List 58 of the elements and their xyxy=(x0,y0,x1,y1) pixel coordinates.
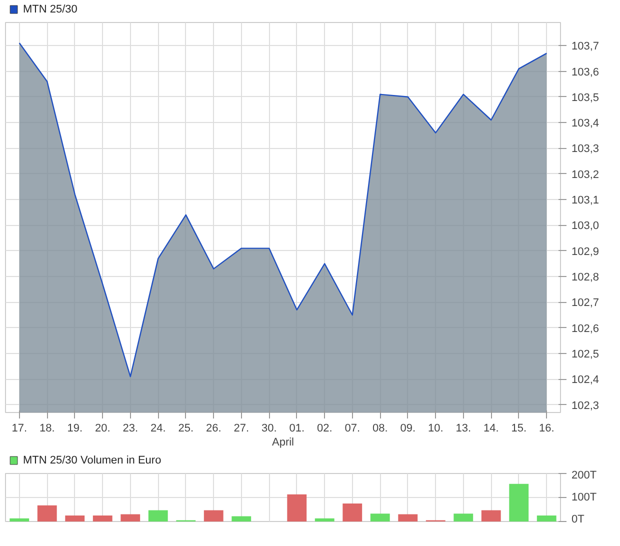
x-tick-label: 24. xyxy=(150,422,166,434)
bar xyxy=(10,518,30,522)
y-tick-label: 102,6 xyxy=(572,322,600,335)
x-tick-label: 09. xyxy=(400,422,416,434)
x-tick-label: 19. xyxy=(67,422,83,434)
y-tick-label: 103,5 xyxy=(572,92,600,104)
bar xyxy=(287,494,307,522)
y-tick-label: 102,5 xyxy=(572,348,600,360)
bar xyxy=(454,514,474,522)
x-tick-label: 20. xyxy=(94,422,110,434)
y-tick-label: 102,3 xyxy=(572,400,600,412)
x-tick-label: 30. xyxy=(261,422,277,434)
x-tick-label: 08. xyxy=(372,422,388,434)
y-tick-label: 103,6 xyxy=(572,66,600,78)
bar xyxy=(37,505,57,522)
x-tick-label: 10. xyxy=(428,422,444,434)
y-tick-label: 103,3 xyxy=(572,143,600,156)
bar xyxy=(342,504,362,522)
x-axis-title: April xyxy=(272,436,294,448)
y-tick-label: 103,1 xyxy=(572,194,600,207)
x-tick-label: 02. xyxy=(316,422,332,434)
y-tick-label: 103,0 xyxy=(572,220,600,232)
legend-label: MTN 25/30 Volumen in Euro xyxy=(23,454,162,466)
x-tick-label: 14. xyxy=(483,422,499,434)
bar xyxy=(398,514,418,522)
bar xyxy=(314,518,334,522)
x-tick-label: 17. xyxy=(12,422,28,434)
y-tick-label: 102,7 xyxy=(572,297,600,310)
bar xyxy=(65,516,85,522)
x-tick-label: 16. xyxy=(538,422,554,434)
x-tick-label: 18. xyxy=(39,422,55,434)
bar xyxy=(148,510,168,522)
bar xyxy=(481,510,501,522)
x-tick-label: 07. xyxy=(344,422,360,434)
bar xyxy=(232,516,252,522)
legend-label: MTN 25/30 xyxy=(23,4,78,16)
y-tick-label: 102,4 xyxy=(572,374,600,386)
y-tick-label: 103,4 xyxy=(572,118,600,130)
x-tick-label: 23. xyxy=(122,422,138,434)
bar xyxy=(204,510,224,522)
y-tick-label: 0T xyxy=(572,514,585,526)
x-tick-label: 13. xyxy=(456,422,472,434)
x-tick-label: 25. xyxy=(178,422,194,434)
y-tick-label: 103,2 xyxy=(572,168,600,181)
y-tick-label: 200T xyxy=(572,470,597,482)
x-tick-label: 01. xyxy=(289,422,305,434)
bar xyxy=(120,514,140,522)
x-tick-label: 26. xyxy=(206,422,222,434)
bar xyxy=(509,484,529,522)
bar xyxy=(370,514,390,522)
y-tick-label: 102,8 xyxy=(572,272,600,284)
x-tick-label: 27. xyxy=(234,422,250,434)
y-tick-label: 102,9 xyxy=(572,246,600,258)
y-tick-label: 100T xyxy=(572,492,597,504)
bar xyxy=(92,516,112,522)
bar xyxy=(536,516,556,522)
x-tick-label: 15. xyxy=(511,422,527,434)
y-tick-label: 103,7 xyxy=(572,40,600,53)
